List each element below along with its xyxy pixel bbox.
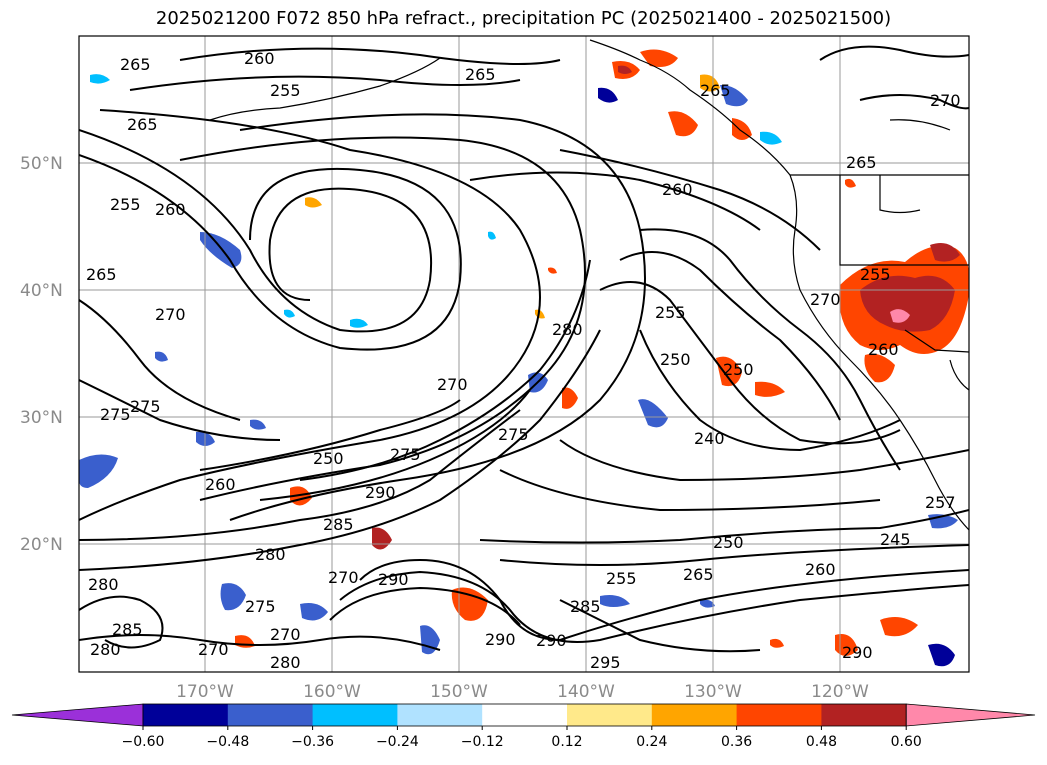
lat-label: 50°N xyxy=(20,154,63,174)
lon-label: 130°W xyxy=(684,682,742,702)
colorbar-segment xyxy=(312,704,398,726)
contour-label: 285 xyxy=(323,515,354,534)
contour-label: 290 xyxy=(378,570,409,589)
colorbar-segment xyxy=(397,704,483,726)
map-panel: 265 260 255 265 270 265 260 255 270 265 … xyxy=(79,36,969,672)
contour-label: 275 xyxy=(130,397,161,416)
colorbar-segment xyxy=(143,704,229,726)
contour-label: 295 xyxy=(590,653,621,672)
colorbar-tick-label: 0.36 xyxy=(721,734,752,750)
colorbar-segment xyxy=(651,704,738,726)
contour-label: 265 xyxy=(700,81,731,100)
coastlines xyxy=(209,39,969,531)
contour-label: 265 xyxy=(127,115,158,134)
colorbar-frame xyxy=(142,703,907,727)
contour-label: 270 xyxy=(270,625,301,644)
contour-label: 255 xyxy=(655,303,686,322)
contour-label: 270 xyxy=(810,290,841,309)
contour-label: 280 xyxy=(255,545,286,564)
contour-label: 275 xyxy=(390,445,421,464)
precipitation-shading xyxy=(79,49,969,667)
contour-label: 250 xyxy=(713,533,744,552)
contour-label: 257 xyxy=(925,493,956,512)
contour-label: 265 xyxy=(120,55,151,74)
colorbar-segment xyxy=(482,704,568,726)
contour-label: 265 xyxy=(465,65,496,84)
lat-label: 40°N xyxy=(20,281,63,301)
contour-label: 270 xyxy=(930,91,961,110)
colorbar: −0.60 −0.48 −0.36 −0.24 −0.12 0.12 0.24 0.36 0.4… xyxy=(11,703,1036,750)
contour-label: 245 xyxy=(880,530,911,549)
contour-label: 275 xyxy=(100,405,131,424)
colorbar-tick-label: −0.36 xyxy=(291,734,334,750)
colorbar-segment xyxy=(736,704,822,726)
contour-label: 260 xyxy=(805,560,836,579)
colorbar-extend-high xyxy=(905,703,1036,727)
lon-label: 160°W xyxy=(303,682,361,702)
colorbar-tick-label: 0.24 xyxy=(636,734,667,750)
contour-label: 280 xyxy=(270,653,301,672)
contour-label: 270 xyxy=(155,305,186,324)
contour-label: 260 xyxy=(244,49,275,68)
contour-label: 290 xyxy=(536,631,567,650)
contour-label: 250 xyxy=(313,449,344,468)
map-title: 2025021200 F072 850 hPa refract., precip… xyxy=(155,8,892,29)
colorbar-tick-label: −0.24 xyxy=(376,734,419,750)
lon-label: 140°W xyxy=(557,682,615,702)
longitude-labels: 170°W 160°W 150°W 140°W 130°W 120°W xyxy=(176,682,869,702)
colorbar-tick-label: 0.60 xyxy=(891,734,922,750)
lon-label: 150°W xyxy=(430,682,488,702)
contour-label: 240 xyxy=(694,429,725,448)
colorbar-tick-label: −0.48 xyxy=(206,734,249,750)
contour-label: 285 xyxy=(112,620,143,639)
lat-label: 20°N xyxy=(20,535,63,555)
contour-label: 270 xyxy=(328,568,359,587)
colorbar-segment xyxy=(227,704,314,726)
contour-label: 275 xyxy=(498,425,529,444)
contour-label: 290 xyxy=(485,630,516,649)
latitude-labels: 50°N 40°N 30°N 20°N xyxy=(20,154,63,555)
contour-label: 255 xyxy=(270,81,301,100)
colorbar-tick-label: 0.48 xyxy=(806,734,837,750)
colorbar-extend-low xyxy=(11,703,144,727)
colorbar-segment xyxy=(821,704,907,726)
contour-label: 280 xyxy=(88,575,119,594)
contour-label: 280 xyxy=(552,320,583,339)
contour-label: 255 xyxy=(606,569,637,588)
colorbar-tick-label: −0.12 xyxy=(461,734,504,750)
contour-label: 260 xyxy=(205,475,236,494)
map-frame xyxy=(78,35,970,673)
colorbar-tick-label: −0.60 xyxy=(122,734,165,750)
contour-label: 270 xyxy=(437,375,468,394)
colorbar-segment xyxy=(567,704,653,726)
contour-label: 260 xyxy=(662,180,693,199)
contour-label: 255 xyxy=(860,265,891,284)
contour-label: 290 xyxy=(365,483,396,502)
contour-label: 260 xyxy=(155,200,186,219)
lon-label: 170°W xyxy=(176,682,234,702)
contour-label: 260 xyxy=(868,340,899,359)
contour-label: 270 xyxy=(198,640,229,659)
contour-label: 250 xyxy=(723,360,754,379)
contour-label: 255 xyxy=(110,195,141,214)
contour-label: 265 xyxy=(683,565,714,584)
contour-labels: 265 260 255 265 270 265 260 255 270 265 … xyxy=(86,49,961,672)
colorbar-tick-label: 0.12 xyxy=(551,734,582,750)
lat-label: 30°N xyxy=(20,408,63,428)
contour-label: 250 xyxy=(660,350,691,369)
contour-label: 265 xyxy=(846,153,877,172)
contour-label: 275 xyxy=(245,597,276,616)
contour-label: 285 xyxy=(570,597,601,616)
contour-label: 265 xyxy=(86,265,117,284)
contour-label: 280 xyxy=(90,640,121,659)
lon-label: 120°W xyxy=(811,682,869,702)
refractivity-contours xyxy=(79,45,969,653)
contour-label: 290 xyxy=(842,643,873,662)
